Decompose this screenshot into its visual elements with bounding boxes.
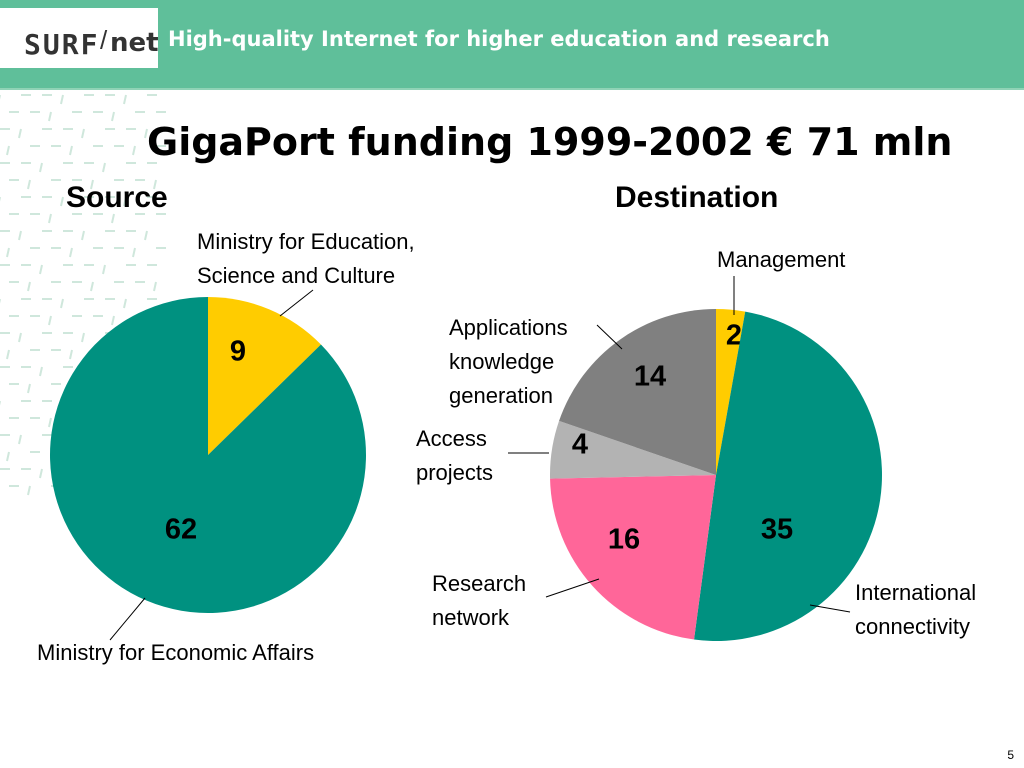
page-number: 5 — [1007, 748, 1014, 762]
slice-label-management: Management — [717, 247, 845, 272]
slice-label-ministry-for-economic-affairs: Ministry for Economic Affairs — [37, 640, 314, 665]
leader-line-research-network — [545, 578, 600, 598]
source-heading: Source — [66, 181, 168, 214]
pie-slice-applications-knowledge-generation — [559, 309, 716, 475]
slice-value-ministry-for-education-science-and-culture: 9 — [230, 336, 246, 368]
pie-slice-management — [716, 309, 746, 475]
pie-slice-access-projects — [550, 420, 716, 479]
slice-label-applications-knowledge-generation: Applications knowledge generation — [449, 315, 568, 408]
slice-value-international-connectivity: 35 — [761, 514, 793, 546]
pie-slice-ministry-for-education-science-and-culture — [208, 297, 321, 455]
leader-line-international-connectivity — [809, 604, 851, 613]
slice-label-access-projects: Access projects — [416, 426, 493, 485]
logo-slash: / — [100, 25, 108, 55]
header-bar: SURF / net High-quality Internet for hig… — [0, 0, 1024, 90]
surfnet-logo: SURF / net — [0, 8, 159, 68]
header-tagline: High-quality Internet for higher educati… — [168, 27, 830, 51]
leader-line-ministry-for-education-science-and-culture — [279, 289, 314, 317]
destination-heading: Destination — [615, 181, 779, 214]
logo-net-text: net — [110, 28, 159, 58]
slide-title: GigaPort funding 1999-2002 € 71 mln — [147, 120, 953, 164]
slice-value-management: 2 — [726, 320, 742, 352]
pie-slice-research-network — [550, 475, 716, 640]
slice-label-international-connectivity: International connectivity — [855, 580, 976, 639]
leader-line-ministry-for-economic-affairs — [109, 597, 146, 641]
slice-value-ministry-for-economic-affairs: 62 — [165, 514, 197, 546]
slice-value-research-network: 16 — [608, 524, 640, 556]
pie-slice-ministry-for-economic-affairs — [50, 297, 367, 614]
slice-label-ministry-for-education-science-and-culture: Ministry for Education, Science and Cultu… — [197, 229, 415, 288]
slice-value-applications-knowledge-generation: 14 — [634, 361, 666, 393]
logo-surf-text: SURF — [24, 28, 100, 61]
leader-line-applications-knowledge-generation — [596, 324, 623, 350]
pie-slice-international-connectivity — [694, 311, 882, 641]
slice-value-access-projects: 4 — [572, 429, 588, 461]
slice-label-research-network: Research network — [432, 571, 526, 630]
